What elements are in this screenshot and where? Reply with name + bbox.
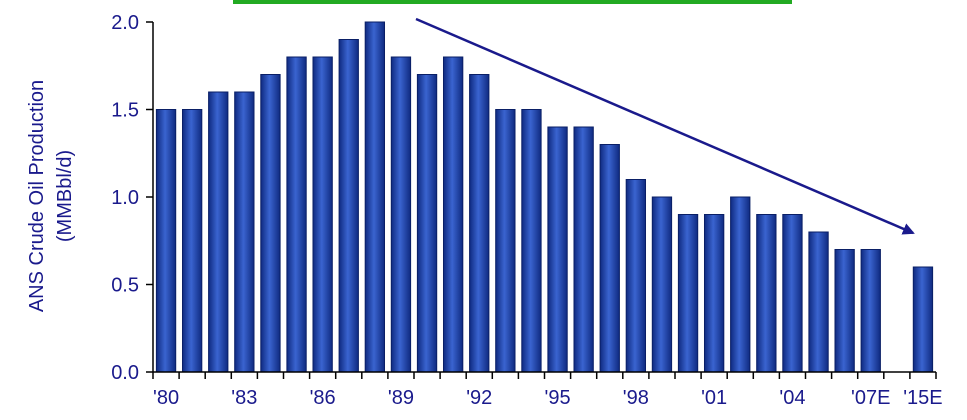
- bar-1999: [651, 196, 673, 373]
- bar-2003: [756, 214, 777, 373]
- y-axis-title-line2: (MMBbl/d): [54, 150, 76, 242]
- bar-1996: [573, 126, 594, 373]
- y-tick-label: 1.0: [111, 187, 139, 209]
- y-axis-title-line1: ANS Crude Oil Production: [26, 80, 48, 312]
- bar-2006: [834, 249, 855, 373]
- bar-2005: [808, 231, 829, 373]
- bar-1989: [390, 56, 412, 373]
- y-axis-title: ANS Crude Oil Production (MMBbl/d): [26, 80, 76, 312]
- x-tick-label: '89: [388, 387, 414, 409]
- bar-1992: [469, 74, 490, 373]
- bar-1985: [286, 56, 307, 373]
- bar-1995: [547, 126, 568, 373]
- bar-1982: [208, 91, 229, 373]
- y-tick-label: 0.5: [111, 275, 139, 297]
- bar-1981: [181, 109, 203, 373]
- y-tick-label: 1.5: [111, 100, 139, 122]
- bar-2004: [782, 214, 803, 373]
- x-tick-label: '98: [623, 387, 649, 409]
- bar-2007e: [860, 249, 881, 373]
- x-tick-label: '01: [701, 387, 727, 409]
- bar-2002: [730, 196, 751, 373]
- bar-2000: [677, 214, 699, 373]
- bar-1994: [521, 109, 542, 373]
- bar-1991: [442, 56, 464, 373]
- y-tick-label: 2.0: [111, 12, 139, 34]
- bar-1984: [260, 74, 281, 373]
- bar-1986: [312, 56, 333, 373]
- bar-1980: [155, 109, 177, 373]
- bar-1990: [416, 74, 438, 373]
- x-tick-label: '86: [310, 387, 336, 409]
- bar-1997: [599, 144, 620, 373]
- bar-2015e: [912, 266, 934, 373]
- y-axis: 0.0 0.5 1.0 1.5 2.0: [111, 12, 154, 384]
- decline-trend-arrow: [415, 17, 915, 235]
- x-tick-label: '95: [545, 387, 571, 409]
- bar-1988: [364, 21, 386, 373]
- bar-1987: [338, 39, 359, 373]
- bar-1998: [625, 179, 647, 373]
- bar-2001: [703, 214, 725, 373]
- x-tick-label: '07E: [851, 387, 890, 409]
- x-tick-label: '04: [779, 387, 805, 409]
- x-tick-label: '83: [231, 387, 257, 409]
- x-axis: '80 '83 '86 '89 '92 '95 '98 '01 '04 '07E '15E: [152, 371, 943, 409]
- bar-series: [155, 21, 934, 373]
- bar-1993: [495, 109, 516, 373]
- x-tick-label: '80: [153, 387, 179, 409]
- x-tick-label: '15E: [903, 387, 942, 409]
- y-tick-label: 0.0: [111, 362, 139, 384]
- x-tick-label: '92: [466, 387, 492, 409]
- bar-1983: [234, 91, 255, 373]
